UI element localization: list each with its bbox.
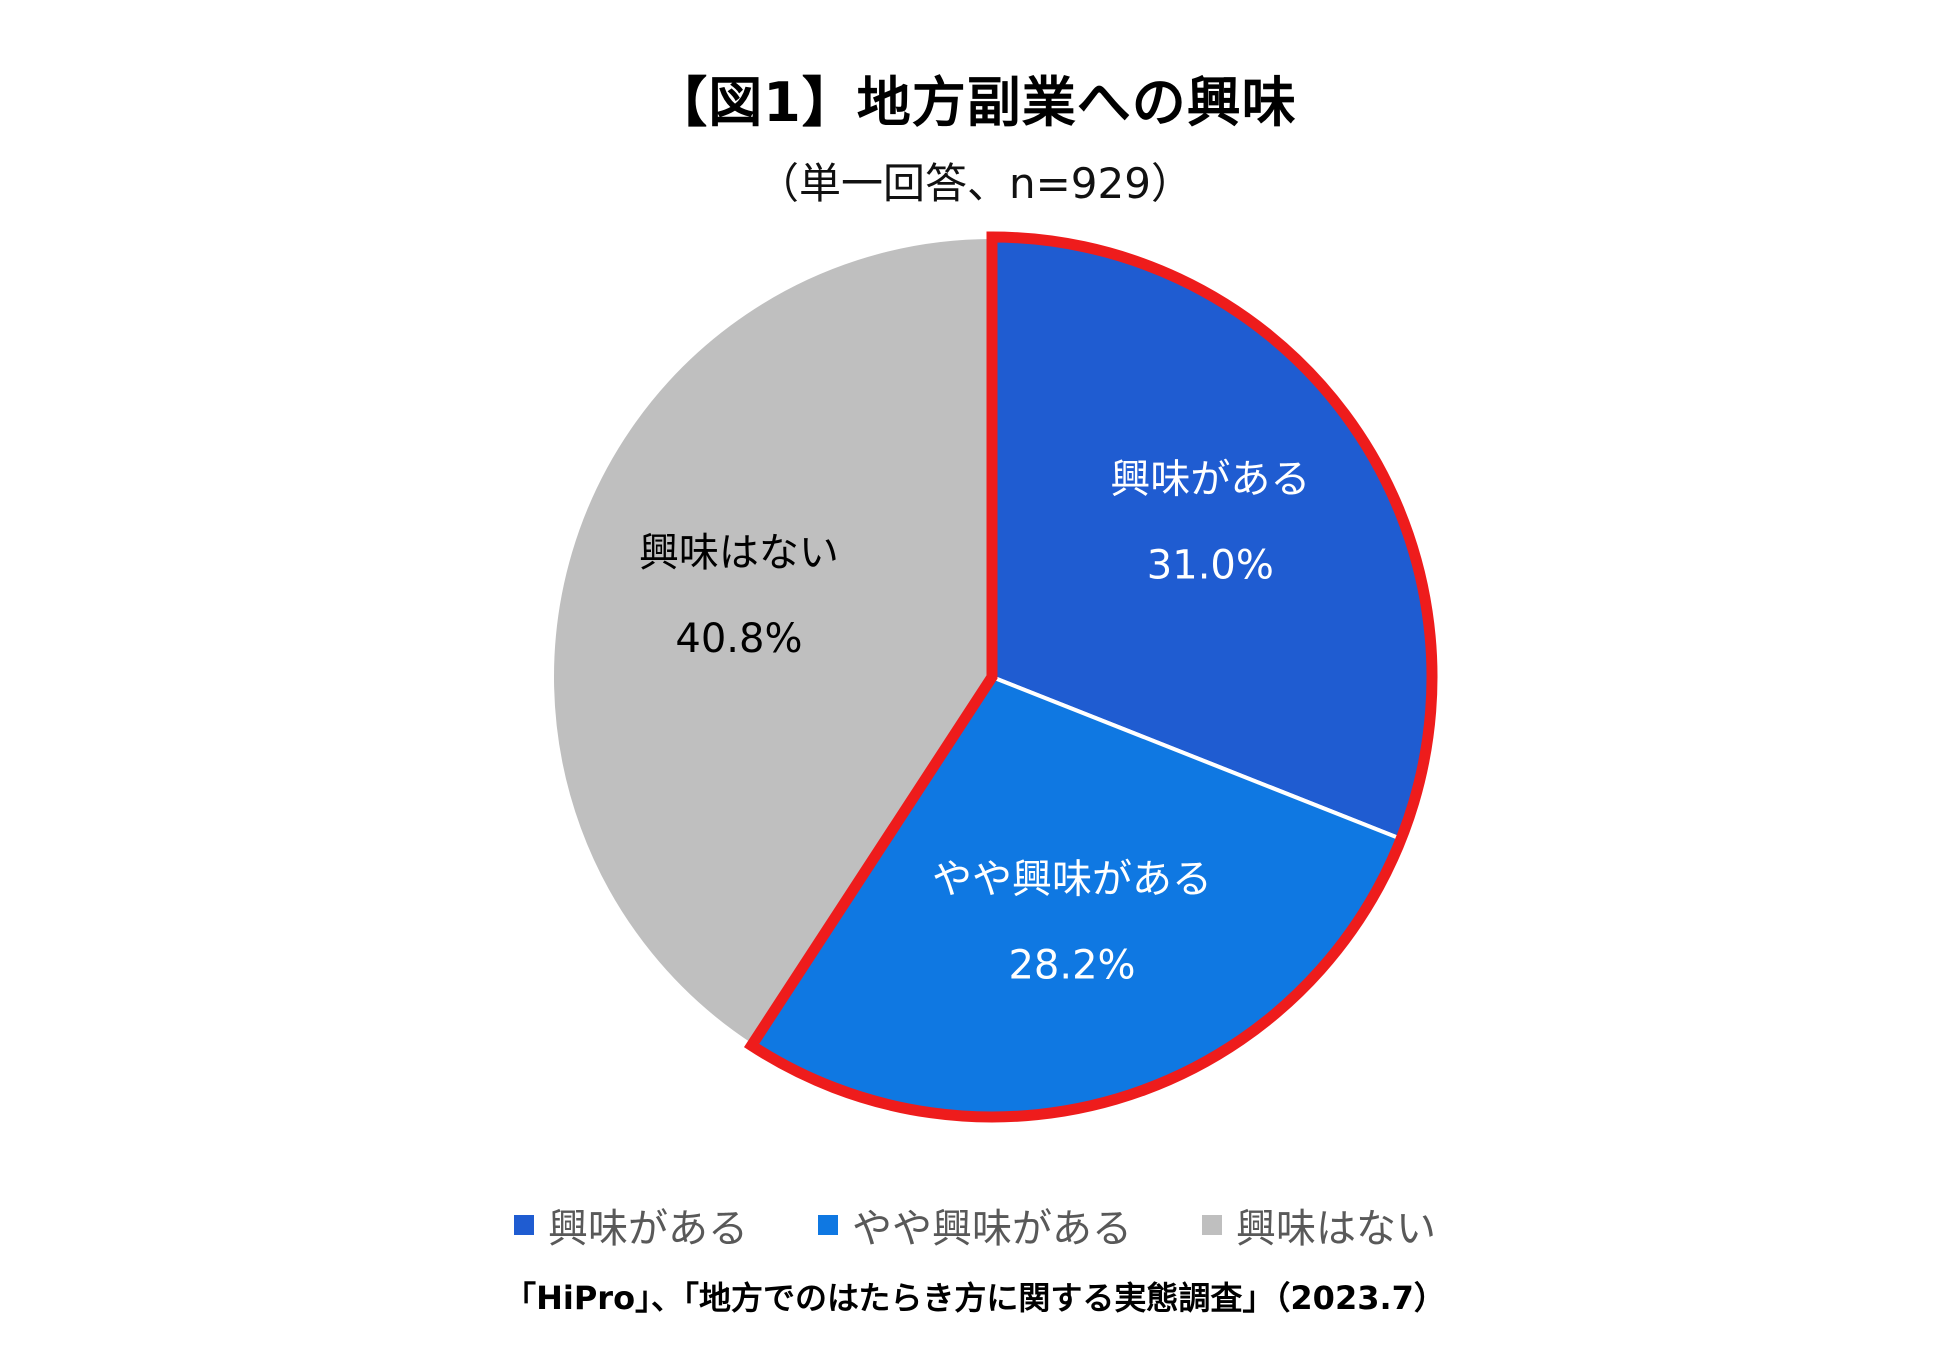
highlight-outline [743, 231, 1438, 1123]
legend-label-1: やや興味がある [852, 1206, 1132, 1252]
chart-subtitle: （単一回答、n=929） [757, 159, 1193, 208]
slice-category-label-1: やや興味がある [932, 857, 1212, 903]
legend-swatch-1 [818, 1215, 838, 1235]
slice-value-label-2: 40.8% [675, 616, 802, 662]
pie-highlight [743, 231, 1438, 1123]
slice-value-label-0: 31.0% [1147, 543, 1274, 589]
slice-category-label-2: 興味はない [639, 530, 839, 576]
slice-value-label-1: 28.2% [1008, 943, 1135, 989]
legend-label-2: 興味はない [1236, 1206, 1436, 1252]
pie-labels: 興味がある 31.0% やや興味がある 28.2% 興味はない 40.8% [639, 457, 1310, 989]
legend-label-0: 興味がある [548, 1206, 748, 1252]
chart-title: 【図1】地方副業への興味 [653, 71, 1297, 134]
legend-item-2: 興味はない [1202, 1196, 1436, 1254]
legend-item-0: 興味がある [514, 1196, 748, 1254]
legend-swatch-2 [1202, 1215, 1222, 1235]
legend-item-1: やや興味がある [818, 1196, 1132, 1254]
source-note: 「HiPro」、「地方でのはたらき方に関する実態調査」（2023.7） [504, 1279, 1446, 1317]
legend: 興味がある やや興味がある 興味はない [0, 1196, 1950, 1254]
legend-swatch-0 [514, 1215, 534, 1235]
slice-category-label-0: 興味がある [1110, 457, 1310, 503]
